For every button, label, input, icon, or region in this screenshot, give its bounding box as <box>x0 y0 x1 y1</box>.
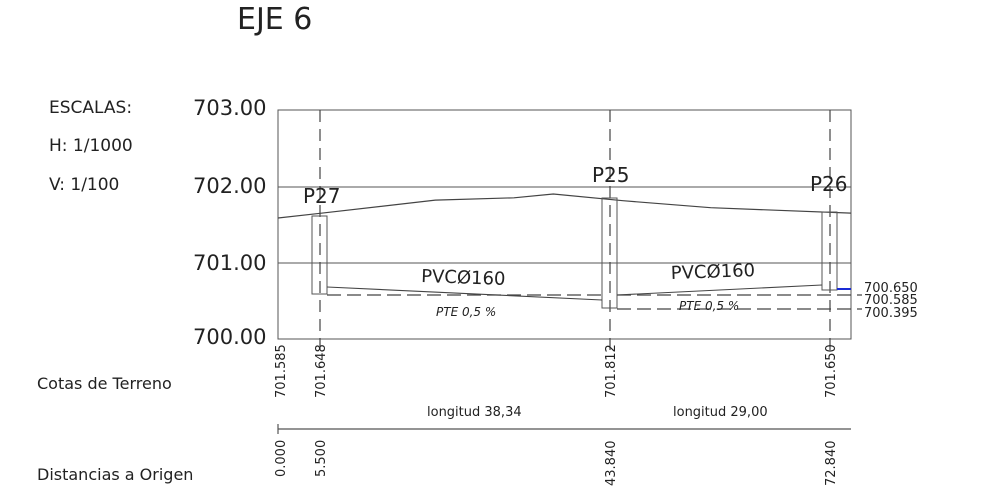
pipe-1-length: longitud 38,34 <box>427 405 522 420</box>
vertical-scale: V: 1/100 <box>49 175 120 195</box>
y-axis-label-701: 701.00 <box>193 251 267 275</box>
level-label-700650: 700.650 <box>864 281 918 296</box>
terrain-row-label: Cotas de Terreno <box>37 374 172 393</box>
pipe-dashed-lines <box>327 294 862 310</box>
y-axis-label-702: 702.00 <box>193 174 267 198</box>
distance-value-p26: 72.840 <box>824 441 839 487</box>
level-label-700395: 700.395 <box>864 306 918 321</box>
well-label-p25: P25 <box>592 163 630 187</box>
level-label-700585: 700.585 <box>864 293 918 308</box>
profile-frame <box>277 109 852 340</box>
manhole-p25 <box>601 197 618 309</box>
well-label-p27: P27 <box>303 184 341 208</box>
manhole-p26 <box>821 211 838 291</box>
pipe-solid-lines <box>326 284 823 301</box>
pipe-2-crown <box>616 284 823 296</box>
distance-row-label: Distancias a Origen <box>37 465 194 484</box>
pipe-2-label: PVCØ160 <box>670 260 755 284</box>
terrain-value-p26: 701.650 <box>824 344 839 398</box>
pipe-1-label: PVCØ160 <box>421 266 506 290</box>
profile-title: EJE 6 <box>237 2 313 37</box>
pipe-2-slope: PTE 0,5 % <box>679 299 739 313</box>
well-axes <box>319 110 831 352</box>
distance-value-p25: 43.840 <box>604 441 619 487</box>
scales-heading: ESCALAS: <box>49 98 133 118</box>
distance-value-p27: 5.500 <box>314 440 329 477</box>
pipe-1-crown <box>326 286 603 301</box>
terrain-line <box>277 193 852 219</box>
well-label-p26: P26 <box>810 172 848 196</box>
horizontal-scale: H: 1/1000 <box>49 136 133 156</box>
manholes <box>311 197 838 309</box>
distance-value-origin: 0.000 <box>274 440 289 477</box>
terrain-value-p27: 701.648 <box>314 344 329 398</box>
pipe-1-slope: PTE 0,5 % <box>436 305 496 319</box>
manhole-p27 <box>311 215 328 295</box>
y-axis-label-700: 700.00 <box>193 325 267 349</box>
terrain-value-origin: 701.585 <box>274 344 289 398</box>
bottom-band <box>277 424 851 434</box>
pipe-2-length: longitud 29,00 <box>673 405 768 420</box>
terrain-value-p25: 701.812 <box>604 344 619 398</box>
y-axis-label-703: 703.00 <box>193 96 267 120</box>
profile-grid <box>277 109 852 340</box>
